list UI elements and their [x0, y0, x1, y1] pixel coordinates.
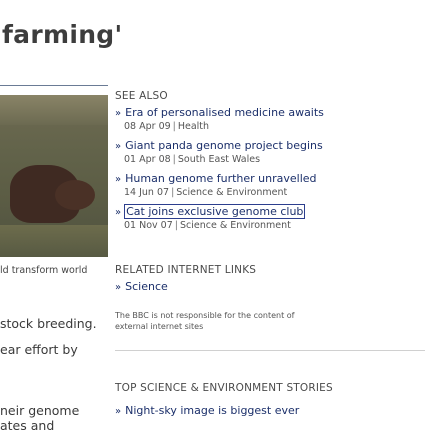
body-text-line: ear effort by — [0, 342, 78, 357]
divider — [0, 85, 108, 86]
see-also-link[interactable]: Giant panda genome project begins — [125, 139, 323, 152]
bullet-icon: » — [115, 141, 122, 152]
separator: | — [172, 154, 176, 165]
see-also-link-focused[interactable]: Cat joins exclusive genome club — [124, 204, 306, 219]
related-link-item: » Science — [115, 280, 168, 293]
separator: | — [171, 187, 175, 198]
related-link[interactable]: Science — [125, 280, 168, 293]
photo-caption: ld transform world — [0, 265, 88, 276]
related-links-box: RELATED INTERNET LINKS » Science The BBC … — [115, 264, 435, 331]
body-text-line: ates and — [0, 418, 55, 433]
item-date: 01 Apr 08 — [124, 154, 171, 165]
see-also-link[interactable]: Era of personalised medicine awaits — [125, 106, 324, 119]
divider — [115, 350, 425, 351]
bullet-icon: » — [115, 406, 122, 417]
external-disclaimer: The BBC is not responsible for the conte… — [115, 311, 295, 331]
see-also-link[interactable]: Human genome further unravelled — [125, 172, 317, 185]
see-also-item: » Cat joins exclusive genome club 01 Nov … — [115, 204, 306, 231]
item-section: Health — [177, 121, 210, 132]
separator: | — [174, 220, 178, 231]
see-also-item: » Giant panda genome project begins 01 Ap… — [115, 139, 323, 165]
see-also-item: » Human genome further unravelled 14 Jun … — [115, 172, 317, 198]
photo-cow-shadow — [55, 180, 95, 210]
related-links-title: RELATED INTERNET LINKS — [115, 264, 257, 276]
bullet-icon: » — [115, 282, 122, 293]
body-text-line: stock breeding. — [0, 316, 97, 331]
item-section: South East Wales — [177, 154, 261, 165]
top-stories-box: TOP SCIENCE & ENVIRONMENT STORIES » Night… — [115, 382, 435, 417]
bullet-icon: » — [115, 108, 122, 119]
item-section: Science & Environment — [176, 187, 288, 198]
photo-grass — [0, 225, 108, 257]
item-date: 14 Jun 07 — [124, 187, 170, 198]
article-headline: farming' — [2, 20, 123, 49]
top-story-item: » Night-sky image is biggest ever — [115, 404, 299, 417]
top-story-link[interactable]: Night-sky image is biggest ever — [125, 404, 300, 417]
article-photo — [0, 95, 108, 257]
body-text-line: neir genome — [0, 403, 80, 418]
bullet-icon: » — [115, 174, 122, 185]
top-stories-title: TOP SCIENCE & ENVIRONMENT STORIES — [115, 382, 333, 394]
see-also-item: » Era of personalised medicine awaits 08 … — [115, 106, 324, 132]
photo-sky — [0, 95, 108, 125]
bullet-icon: » — [115, 207, 122, 218]
separator: | — [172, 121, 176, 132]
item-date: 01 Nov 07 — [124, 220, 173, 231]
see-also-box: SEE ALSO » Era of personalised medicine a… — [115, 90, 435, 231]
see-also-title: SEE ALSO — [115, 90, 168, 102]
item-section: Science & Environment — [179, 220, 291, 231]
item-date: 08 Apr 09 — [124, 121, 171, 132]
